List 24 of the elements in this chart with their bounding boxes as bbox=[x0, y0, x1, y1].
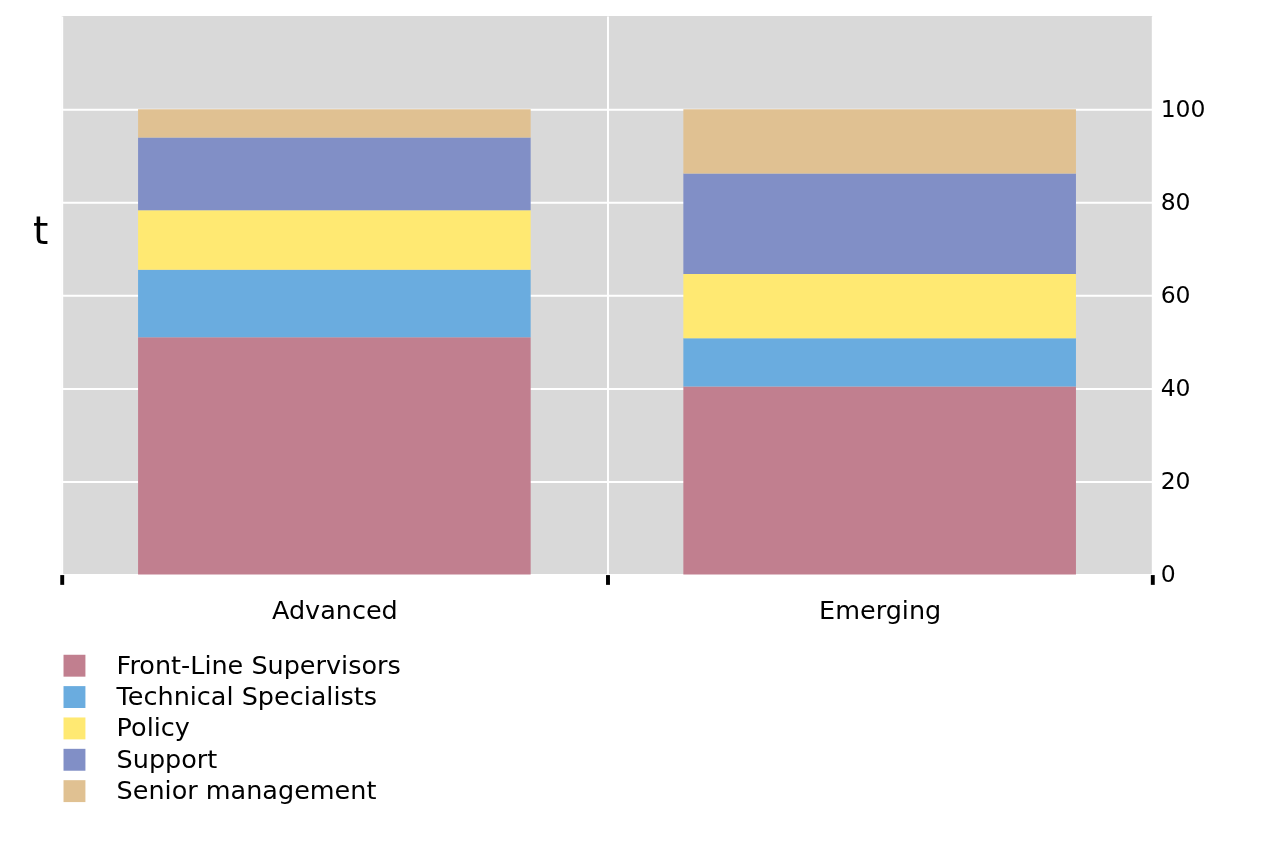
y-axis-title: t bbox=[32, 207, 49, 253]
y-tick-label: 60 bbox=[1160, 280, 1191, 309]
bar bbox=[683, 386, 1076, 575]
legend-label: Support bbox=[116, 743, 218, 774]
bar bbox=[138, 269, 531, 338]
bar bbox=[138, 210, 531, 270]
y-tick-label: 20 bbox=[1160, 466, 1191, 495]
x-tick-label: Advanced bbox=[271, 595, 398, 626]
x-tick-label: Emerging bbox=[819, 595, 942, 626]
legend-label: Policy bbox=[116, 712, 190, 743]
y-tick-label: 40 bbox=[1160, 373, 1191, 402]
bar bbox=[138, 137, 531, 211]
bar bbox=[138, 109, 531, 138]
bar bbox=[683, 173, 1076, 274]
y-tick-label: 0 bbox=[1160, 559, 1176, 588]
legend-label: Front-Line Supervisors bbox=[116, 649, 401, 680]
y-tick-label: 80 bbox=[1160, 187, 1191, 216]
bar bbox=[683, 273, 1076, 339]
y-tick-label: 100 bbox=[1160, 94, 1206, 123]
bar bbox=[683, 338, 1076, 387]
legend-label: Senior management bbox=[116, 774, 377, 805]
bar bbox=[683, 109, 1076, 174]
legend-label: Technical Specialists bbox=[115, 680, 378, 711]
bar bbox=[138, 337, 531, 575]
